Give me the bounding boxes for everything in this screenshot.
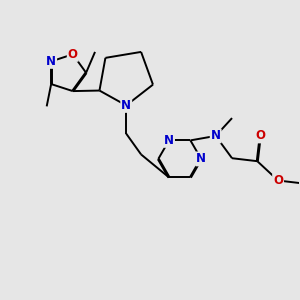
Text: N: N [121, 99, 131, 112]
Text: O: O [255, 129, 265, 142]
Text: N: N [46, 55, 56, 68]
Text: O: O [68, 48, 78, 61]
Text: N: N [164, 134, 174, 147]
Text: N: N [196, 152, 206, 165]
Text: O: O [273, 174, 283, 187]
Text: N: N [211, 129, 221, 142]
